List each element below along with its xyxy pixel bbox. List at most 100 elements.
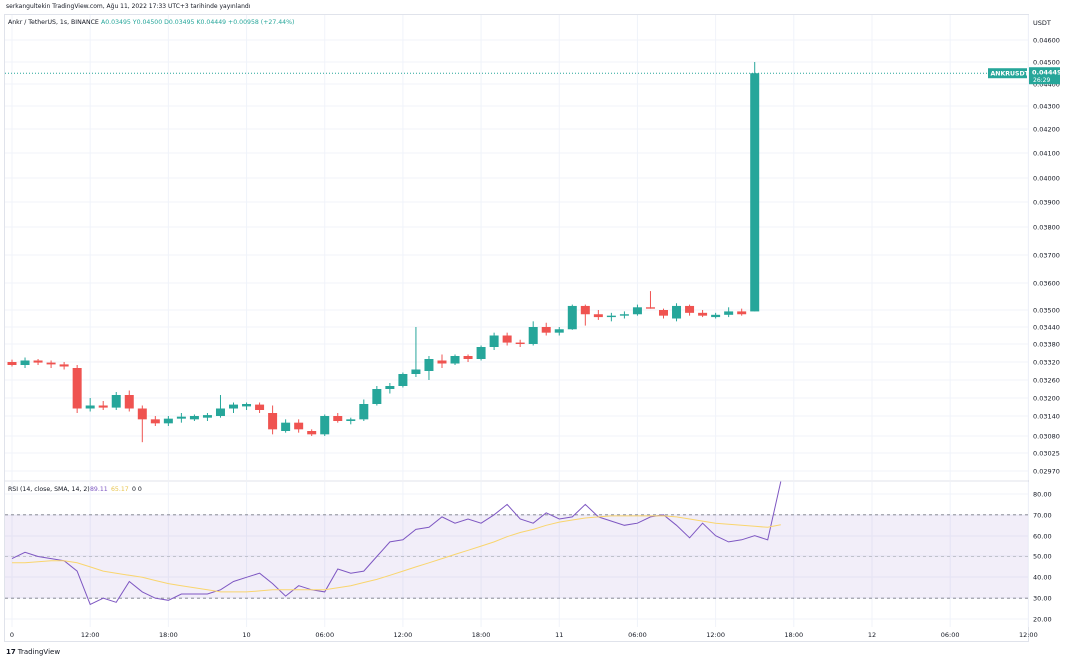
candle-body-1 <box>20 360 30 365</box>
candle-body-43 <box>567 305 577 330</box>
candle-body-39 <box>515 342 525 344</box>
candle-body-12 <box>163 418 173 424</box>
price-tick-label: 0.04000 <box>1033 175 1060 183</box>
candle-body-33 <box>437 360 447 364</box>
candle-body-14 <box>189 416 199 420</box>
rsi-line <box>11 481 782 606</box>
last-price-symbol: ANKRUSDT <box>991 71 1030 78</box>
price-tick-label: 0.04500 <box>1033 59 1060 67</box>
candle-body-21 <box>281 422 291 431</box>
price-tick-label: 0.04300 <box>1033 103 1060 111</box>
candle-body-10 <box>137 408 147 420</box>
candle-body-26 <box>346 419 356 421</box>
time-tick-label: 12:00 <box>1019 631 1038 639</box>
rsi-tick-label: 40.00 <box>1033 574 1052 582</box>
candle-body-47 <box>619 314 629 316</box>
rsi-tick-label: 50.00 <box>1033 553 1052 561</box>
last-price-symbol-tag <box>988 68 1027 79</box>
candle-body-30 <box>398 374 408 386</box>
candle-body-20 <box>268 413 278 430</box>
candle-body-15 <box>202 415 212 418</box>
time-tick-label: 06:00 <box>315 631 334 639</box>
price-tick-label: 0.03380 <box>1033 341 1060 349</box>
candle-body-13 <box>176 416 186 419</box>
published-caption: serkangultekin TradingView.com, Ağu 11, … <box>6 3 251 10</box>
candle-body-22 <box>294 422 304 430</box>
price-tick-label: 0.03800 <box>1033 224 1060 232</box>
time-tick-label: 18:00 <box>159 631 178 639</box>
candle-body-17 <box>229 404 239 409</box>
candle-body-6 <box>85 405 95 409</box>
candle-body-2 <box>33 360 43 363</box>
rsi-tick-label: 70.00 <box>1033 512 1052 520</box>
rsi-legend-sma: 65.17 <box>111 486 129 493</box>
rsi-tick-label: 80.00 <box>1033 491 1052 499</box>
candle-body-54 <box>711 314 721 318</box>
candle-body-56 <box>737 311 747 315</box>
candle-body-42 <box>554 329 564 333</box>
candle-body-46 <box>606 315 616 318</box>
time-tick-label: 18:00 <box>472 631 491 639</box>
candle-body-25 <box>333 416 343 421</box>
rsi-legend-value: 89.11 <box>90 486 108 493</box>
candle-body-48 <box>632 307 642 315</box>
price-tick-label: 0.03900 <box>1033 199 1060 207</box>
candle-body-36 <box>476 347 486 359</box>
price-tick-label: 0.03260 <box>1033 377 1060 385</box>
candle-body-19 <box>255 404 265 410</box>
sma-line <box>12 515 781 593</box>
candle-body-4 <box>59 364 69 367</box>
candle-body-52 <box>685 305 695 313</box>
axes: USDT 0.04600 0.04500 0.04400 0.04300 0.04200 0… <box>10 19 1062 639</box>
time-tick-label: 0 <box>10 631 14 639</box>
candle-body-51 <box>672 305 682 319</box>
rsi-tick-label: 30.00 <box>1033 595 1052 603</box>
last-price-countdown: 26:29 <box>1033 77 1050 84</box>
price-tick-label: 0.03440 <box>1033 324 1060 332</box>
price-tick-label: 0.03700 <box>1033 252 1060 260</box>
candle-body-44 <box>580 305 590 315</box>
candle-body-41 <box>541 327 551 333</box>
candle-body-5 <box>72 368 82 409</box>
candle-body-40 <box>528 327 538 344</box>
candle-body-57 <box>750 73 760 312</box>
time-tick-label: 10 <box>242 631 250 639</box>
candle-body-38 <box>502 335 512 343</box>
tradingview-logo-text: TradingView <box>17 648 61 656</box>
candle-body-18 <box>242 404 252 407</box>
price-pane <box>5 62 1028 443</box>
time-tick-label: 06:00 <box>628 631 647 639</box>
candle-body-24 <box>320 416 330 435</box>
price-tick-label: 0.04200 <box>1033 126 1060 134</box>
candle-body-31 <box>411 369 421 374</box>
rsi-band <box>5 514 1028 599</box>
time-tick-label: 18:00 <box>784 631 803 639</box>
price-tick-label: 0.03600 <box>1033 280 1060 288</box>
price-tick-label: 0.03080 <box>1033 433 1060 441</box>
candle-body-27 <box>359 404 369 420</box>
candle-body-7 <box>98 405 108 408</box>
candle-body-32 <box>424 359 434 371</box>
rsi-pane <box>11 481 782 606</box>
grid <box>5 15 1029 627</box>
price-tick-label: 0.03200 <box>1033 395 1060 403</box>
rsi-legend-extra: 0 0 <box>132 486 142 493</box>
rsi-legend-title: RSI (14, close, SMA, 14, 2) <box>8 486 90 493</box>
price-tick-label: 0.03500 <box>1033 307 1060 315</box>
tradingview-logo[interactable]: 17 TradingView <box>6 648 60 656</box>
price-tick-label: 0.04400 <box>1033 81 1060 89</box>
price-tick-label: 0.04600 <box>1033 37 1060 45</box>
rsi-tick-label: 60.00 <box>1033 533 1052 541</box>
price-tick-label: 0.03025 <box>1033 450 1060 458</box>
time-tick-label: 12:00 <box>81 631 100 639</box>
price-legend-symbol: Ankr / TetherUS, 1s, BINANCE <box>8 19 99 26</box>
candle-body-11 <box>150 419 160 424</box>
last-price-tag <box>1029 67 1060 85</box>
tradingview-logo-mark: 17 <box>6 648 16 656</box>
candle-body-23 <box>307 431 317 435</box>
time-tick-label: 12 <box>868 631 876 639</box>
candle-body-3 <box>46 362 56 365</box>
candle-body-50 <box>659 310 668 316</box>
candle-body-0 <box>7 362 17 365</box>
